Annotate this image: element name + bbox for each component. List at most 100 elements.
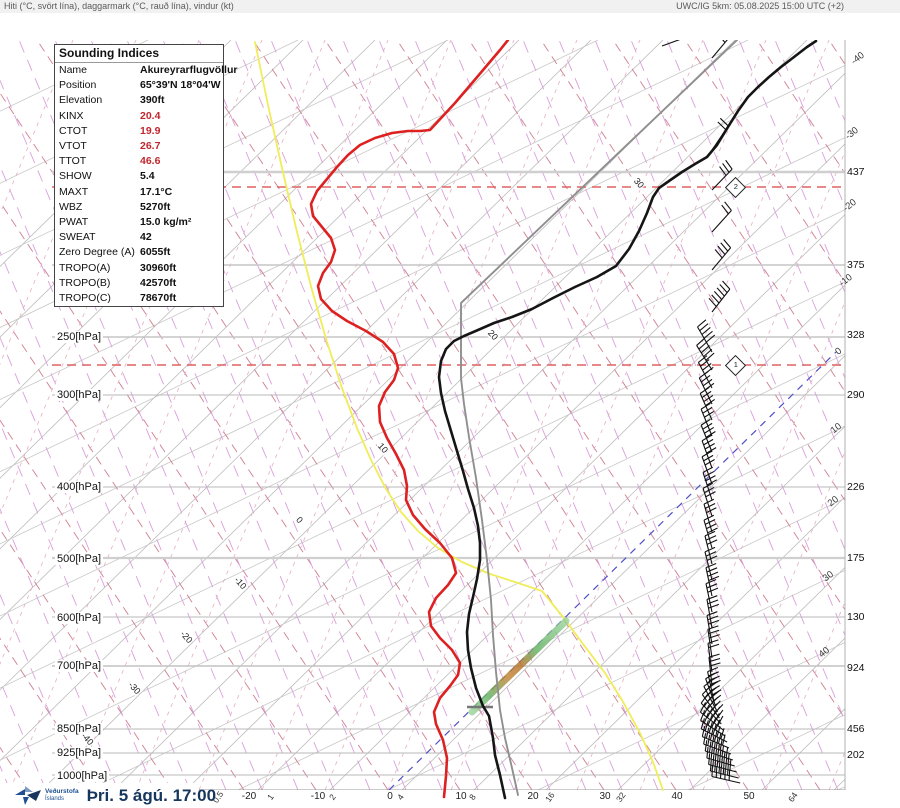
moist-adiabat-line bbox=[756, 40, 845, 175]
mixing-ratio-line bbox=[892, 40, 900, 790]
index-row-show: SHOW 5.4 bbox=[55, 169, 223, 184]
temp-tick-40: 40 bbox=[671, 791, 683, 802]
height-label-130: 130 bbox=[847, 611, 865, 623]
index-value: 46.6 bbox=[140, 155, 161, 168]
dry-adiabat-line bbox=[0, 40, 749, 401]
violet-dashed-line bbox=[126, 40, 443, 790]
index-label: CTOT bbox=[59, 124, 88, 137]
violet-dashed-line bbox=[234, 40, 551, 790]
wind-barb bbox=[697, 319, 716, 353]
model-run-info: UWC/IG 5km: 05.08.2025 15:00 UTC (+2) bbox=[676, 1, 844, 11]
zero-isotherm-line bbox=[388, 351, 837, 790]
dry-adiabat-line bbox=[0, 209, 845, 617]
wind-barb bbox=[661, 40, 681, 47]
violet-dashed-line bbox=[847, 40, 900, 790]
dry-adiabat-line bbox=[0, 65, 845, 473]
index-value: 19.9 bbox=[140, 124, 161, 137]
wind-barb bbox=[711, 239, 732, 271]
violet-dashed-line bbox=[414, 40, 731, 790]
isotherm-line bbox=[41, 40, 808, 790]
index-label: WBZ bbox=[59, 200, 83, 213]
pressure-label-300: 300[hPa] bbox=[55, 389, 104, 401]
tropopause-marker-number: 1 bbox=[733, 360, 738, 370]
mixing-ratio-line bbox=[576, 150, 845, 790]
index-label: MAXT bbox=[59, 185, 89, 198]
index-label: TROPO(B) bbox=[59, 276, 111, 289]
index-value: 20.4 bbox=[140, 109, 161, 122]
violet-dashed-line bbox=[270, 40, 587, 790]
temp-tick-0: 0 bbox=[387, 791, 393, 802]
index-row-maxt: MAXT 17.1°C bbox=[55, 185, 223, 200]
isotherm-line bbox=[617, 566, 845, 790]
curves-layer bbox=[254, 40, 818, 800]
isotherm-line bbox=[0, 40, 448, 479]
violet-dashed-line bbox=[0, 765, 11, 790]
temp-tick-50: 50 bbox=[743, 791, 755, 802]
dry-adiabat-line bbox=[387, 569, 845, 790]
wind-barbs-layer bbox=[661, 40, 741, 784]
violet-dashed-line bbox=[774, 40, 845, 208]
height-label-437: 437 bbox=[847, 166, 865, 178]
index-row-position: Position 65°39'N 18°04'W bbox=[55, 78, 223, 93]
violet-dashed-line bbox=[738, 40, 845, 294]
dry-adiabat-line bbox=[0, 40, 299, 184]
mixing-ratio-line bbox=[828, 750, 845, 790]
dewpoint-curve bbox=[309, 40, 510, 799]
violet-dashed-line bbox=[378, 40, 695, 790]
index-value: 78670ft bbox=[140, 292, 177, 305]
vedurstofa-logo-icon bbox=[15, 785, 41, 805]
violet-dashed-line bbox=[522, 40, 839, 790]
index-row-vtot: VTOT 26.7 bbox=[55, 139, 223, 154]
violet-dashed-line bbox=[90, 40, 407, 790]
index-label: TTOT bbox=[59, 155, 87, 168]
height-label-924: 924 bbox=[847, 662, 865, 674]
isotherm-line bbox=[833, 778, 845, 790]
mixing-ratio-line bbox=[639, 300, 845, 790]
indices-rows: Name Akureyrarflugvöllur Position 65°39'N 1… bbox=[55, 63, 237, 306]
dry-adiabat-line bbox=[237, 497, 845, 790]
index-value: 17.1°C bbox=[140, 185, 173, 198]
violet-dashed-line bbox=[0, 250, 227, 790]
index-row-zero-degree-a-: Zero Degree (A) 6055ft bbox=[55, 245, 223, 260]
pressure-label-500: 500[hPa] bbox=[55, 553, 104, 565]
index-label: TROPO(C) bbox=[59, 292, 111, 305]
violet-dashed-line bbox=[0, 679, 47, 790]
index-row-wbz: WBZ 5270ft bbox=[55, 200, 223, 215]
index-value: 42570ft bbox=[140, 276, 177, 289]
temp-tick--10: -10 bbox=[310, 791, 326, 802]
index-row-elevation: Elevation 390ft bbox=[55, 93, 223, 108]
index-value: 26.7 bbox=[140, 140, 161, 153]
pressure-label-600: 600[hPa] bbox=[55, 612, 104, 624]
pressure-label-1000: 1000[hPa] bbox=[55, 770, 110, 782]
temp-tick--20: -20 bbox=[241, 791, 257, 802]
dry-adiabat-line bbox=[837, 786, 845, 790]
mixing-ratio-line bbox=[702, 450, 845, 790]
index-row-ttot: TTOT 46.6 bbox=[55, 154, 223, 169]
isotherm-line bbox=[473, 425, 845, 790]
parcel-curve bbox=[460, 40, 738, 796]
violet-dashed-line bbox=[0, 336, 191, 790]
temp-tick-20: 20 bbox=[527, 791, 539, 802]
top-header-bar: Hiti (°C, svört lína), daggarmark (°C, r… bbox=[0, 0, 900, 13]
moist-adiabat-line bbox=[0, 746, 29, 790]
mixing-ratio-line bbox=[72, 40, 389, 790]
temp-tick-10: 10 bbox=[455, 791, 467, 802]
violet-dashed-line bbox=[306, 40, 623, 790]
pressure-label-700: 700[hPa] bbox=[55, 660, 104, 672]
index-row-tropo-a-: TROPO(A) 30960ft bbox=[55, 261, 223, 276]
mixing-ratio-line bbox=[513, 40, 830, 790]
wind-barb bbox=[699, 386, 716, 421]
mixing-ratio-line bbox=[765, 600, 845, 790]
index-value: 42 bbox=[140, 231, 152, 244]
temp-tick-30: 30 bbox=[599, 791, 611, 802]
tropopause-marker-number: 2 bbox=[733, 182, 738, 192]
pressure-label-400: 400[hPa] bbox=[55, 481, 104, 493]
violet-dashed-line bbox=[54, 40, 371, 790]
wind-barb bbox=[708, 753, 737, 773]
sounding-indices-box: Sounding Indices Name Akureyrarflugvöllur… bbox=[54, 44, 237, 308]
index-label: SWEAT bbox=[59, 231, 96, 244]
index-row-tropo-c-: TROPO(C) 78670ft bbox=[55, 291, 223, 306]
moist-adiabat-line bbox=[540, 40, 845, 502]
wind-barb bbox=[711, 117, 729, 151]
